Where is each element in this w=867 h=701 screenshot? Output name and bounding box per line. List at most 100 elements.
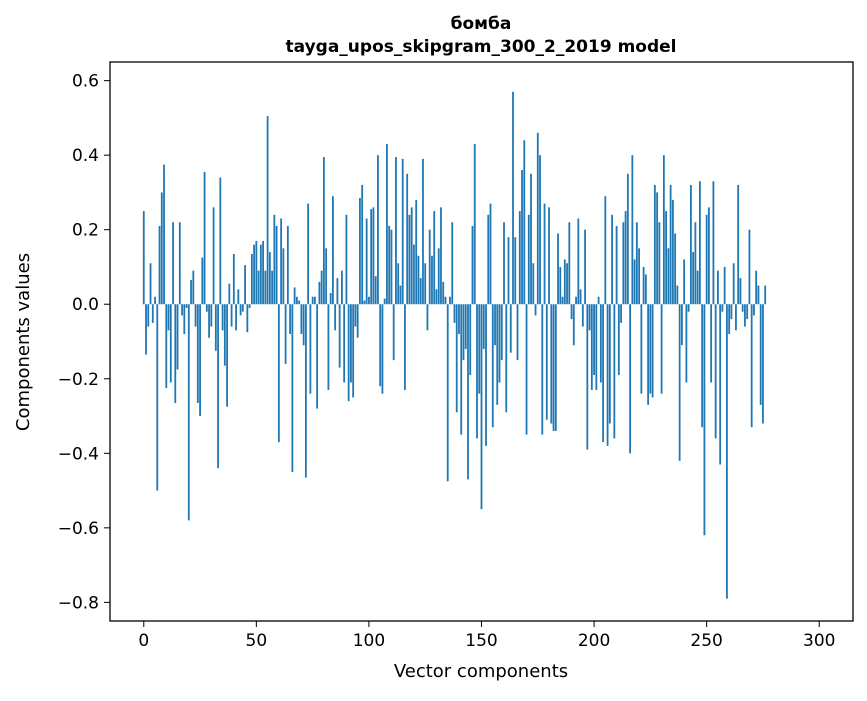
bar-component-136 <box>449 296 451 305</box>
bar-component-181 <box>550 304 553 424</box>
x-tick-label: 100 <box>353 631 385 651</box>
bar-component-270 <box>750 304 753 428</box>
bar-component-149 <box>478 304 481 394</box>
bar-component-5 <box>154 296 156 305</box>
bar-component-24 <box>196 304 199 403</box>
bar-component-234 <box>669 184 672 305</box>
bar-component-104 <box>377 155 379 305</box>
bar-component-170 <box>525 304 528 435</box>
bar-component-140 <box>458 304 460 335</box>
bar-component-30 <box>210 304 213 327</box>
bar-component-267 <box>744 304 746 327</box>
bar-component-130 <box>435 289 438 305</box>
bar-component-164 <box>512 91 514 305</box>
bar-component-135 <box>446 304 449 482</box>
x-axis-ticks: 0 50 100 150 200 250 300 <box>138 621 835 651</box>
bar-component-67 <box>293 287 296 305</box>
x-tick-label: 150 <box>465 631 497 651</box>
bar-component-224 <box>647 304 650 405</box>
bar-component-117 <box>406 173 409 305</box>
bar-component-91 <box>347 304 350 402</box>
bar-component-42 <box>237 289 240 305</box>
x-tick-label: 0 <box>138 631 149 651</box>
bar-component-90 <box>345 214 348 305</box>
bar-component-94 <box>354 304 357 327</box>
bar-component-195 <box>581 304 584 327</box>
bar-component-81 <box>325 248 328 305</box>
bar-component-19 <box>185 304 188 308</box>
y-tick-label: 0.2 <box>72 221 99 241</box>
bar-component-119 <box>410 207 413 305</box>
bar-component-208 <box>611 214 613 305</box>
y-tick-label: −0.4 <box>58 444 99 464</box>
bar-component-118 <box>408 214 411 305</box>
bar-component-197 <box>586 304 589 450</box>
bar-component-179 <box>545 304 548 420</box>
bar-component-100 <box>368 296 370 305</box>
plot-frame <box>109 61 854 622</box>
bar-component-273 <box>757 285 760 305</box>
y-tick-label: −0.8 <box>58 593 99 613</box>
bar-component-168 <box>521 170 523 305</box>
bar-component-97 <box>361 184 364 305</box>
bar-component-199 <box>590 304 593 390</box>
bar-component-230 <box>660 304 663 394</box>
bar-component-85 <box>334 304 337 331</box>
bar-component-2 <box>147 304 150 327</box>
bar-component-128 <box>431 255 433 305</box>
bar-component-22 <box>192 270 195 305</box>
bar-component-205 <box>604 196 607 305</box>
bar-component-89 <box>343 304 346 383</box>
bar-component-198 <box>588 304 591 331</box>
y-axis-label: Components values <box>13 253 34 431</box>
bar-component-132 <box>440 207 442 305</box>
bar-component-247 <box>699 181 701 305</box>
bar-component-210 <box>615 225 618 305</box>
bar-component-223 <box>644 274 647 305</box>
bar-component-103 <box>374 276 377 305</box>
bar-component-63 <box>284 304 287 364</box>
bar-component-127 <box>428 229 431 305</box>
bar-component-0 <box>142 211 145 305</box>
bar-component-52 <box>259 244 262 305</box>
y-tick-label: −0.2 <box>58 370 99 390</box>
bar-component-245 <box>694 222 697 305</box>
bar-component-189 <box>568 222 571 305</box>
bar-component-259 <box>726 304 728 599</box>
bar-component-106 <box>381 304 384 394</box>
bar-component-248 <box>701 304 704 428</box>
bar-component-212 <box>620 304 622 323</box>
bar-component-75 <box>311 296 314 305</box>
bar-component-38 <box>228 283 231 305</box>
bar-component-68 <box>295 296 298 305</box>
bar-component-73 <box>307 203 310 305</box>
bar-component-163 <box>509 304 512 353</box>
bar-component-263 <box>735 304 737 331</box>
bar-component-274 <box>759 304 762 405</box>
bar-component-177 <box>541 304 544 435</box>
bar-component-84 <box>332 196 334 305</box>
bar-component-216 <box>629 304 631 454</box>
bar-component-16 <box>178 222 181 305</box>
bar-component-271 <box>753 304 755 316</box>
bar-component-184 <box>557 233 559 305</box>
bar-component-148 <box>476 304 478 439</box>
bar-component-95 <box>356 304 359 338</box>
bar-component-194 <box>579 289 582 305</box>
bar-component-203 <box>599 304 602 383</box>
bar-component-77 <box>316 304 319 409</box>
bar-component-265 <box>739 278 742 305</box>
bar-component-229 <box>658 222 661 305</box>
bar-component-261 <box>730 304 733 320</box>
bar-component-35 <box>221 304 224 331</box>
bar-component-191 <box>572 304 575 346</box>
bar-component-220 <box>638 248 641 305</box>
bar-component-235 <box>671 199 674 305</box>
bar-component-153 <box>487 214 490 305</box>
bar-component-26 <box>201 257 204 305</box>
bar-component-49 <box>253 244 255 305</box>
bar-component-143 <box>464 304 467 349</box>
bar-component-66 <box>291 304 294 472</box>
bar-component-256 <box>719 304 722 465</box>
bar-component-74 <box>309 304 312 394</box>
